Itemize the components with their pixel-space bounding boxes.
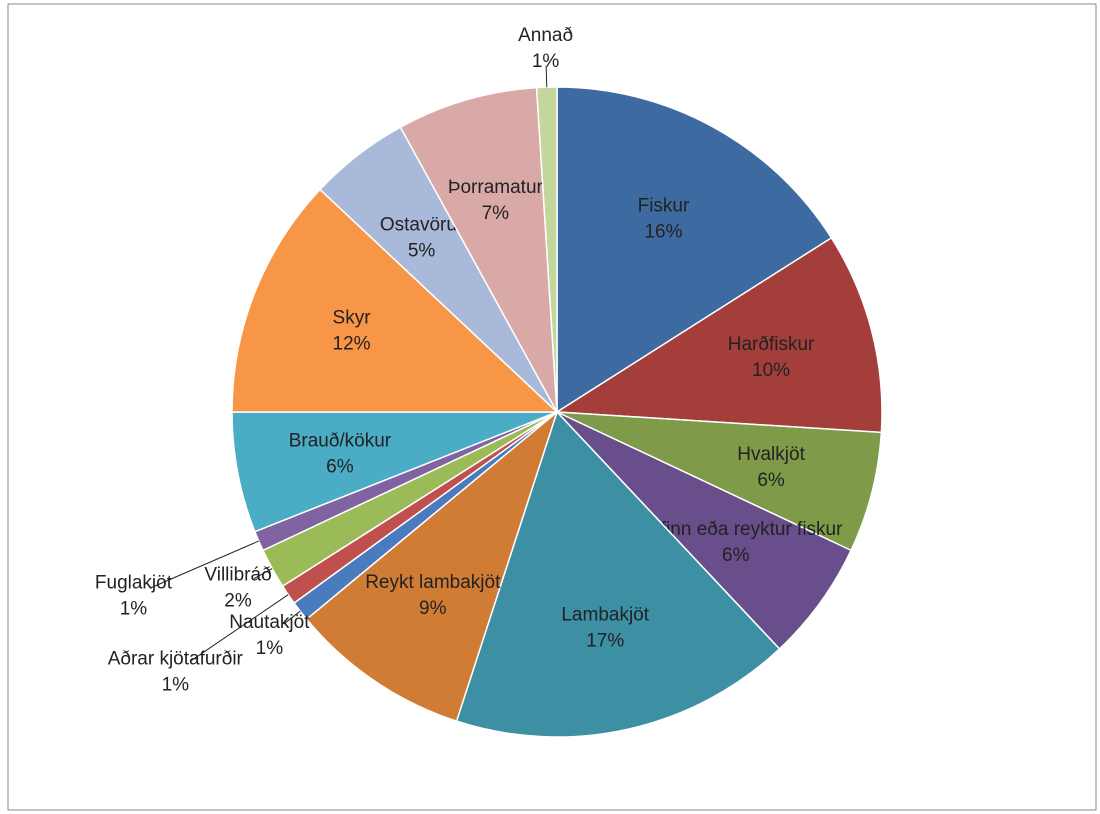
- slice-label: Fuglakjöt: [95, 572, 173, 593]
- slice-value-label: 16%: [644, 221, 682, 242]
- slice-value-label: 1%: [120, 598, 148, 619]
- pie-slice: [231, 188, 559, 413]
- leader-line: [253, 568, 273, 580]
- slice-value-label: 1%: [532, 51, 560, 72]
- slice-value-label: 17%: [586, 631, 624, 652]
- slice-label: Annað: [518, 25, 573, 46]
- slice-value-label: 6%: [757, 470, 785, 491]
- slice-value-label: 6%: [326, 456, 354, 477]
- pie-slice: [556, 411, 883, 552]
- slice-value-label: 6%: [722, 545, 750, 566]
- slice-value-label: 12%: [333, 334, 371, 355]
- slice-label: Harðfiskur: [728, 334, 815, 355]
- slice-label: Aðrar kjötafurðir: [108, 648, 244, 669]
- slice-value-label: 1%: [256, 638, 284, 659]
- pie-slice: [556, 411, 853, 650]
- slice-label: Lambakjöt: [561, 605, 649, 626]
- slice-value-label: 2%: [224, 590, 252, 611]
- slice-label: Nautakjöt: [229, 612, 310, 633]
- pie-slice: [455, 410, 781, 738]
- slice-label: Ostavörur: [380, 214, 464, 235]
- slice-label: Fiskur: [638, 195, 690, 216]
- pie-slice: [231, 411, 558, 533]
- slice-value-label: 1%: [162, 674, 190, 695]
- slice-value-label: 10%: [752, 360, 790, 381]
- slice-label: Brauð/kökur: [289, 430, 392, 451]
- slice-label: Þorramatur: [448, 177, 544, 198]
- slice-value-label: 5%: [408, 240, 436, 261]
- slice-value-label: 9%: [419, 598, 447, 619]
- leader-line: [545, 66, 548, 88]
- pie-slice: [554, 236, 883, 434]
- slice-label: Grafinn eða reyktur fiskur: [629, 519, 843, 540]
- leader-line: [283, 610, 301, 625]
- pie-slice: [556, 86, 833, 414]
- slice-label: Villibráð: [204, 564, 271, 585]
- pie-slice: [399, 86, 558, 413]
- slice-value-label: 7%: [482, 203, 510, 224]
- slice-label: Reykt lambakjöt: [365, 572, 501, 593]
- pie-slice: [305, 409, 559, 723]
- slice-label: Skyr: [333, 308, 372, 329]
- leader-line: [149, 540, 259, 589]
- leader-line: [189, 594, 289, 662]
- slice-label: Hvalkjöt: [737, 444, 805, 465]
